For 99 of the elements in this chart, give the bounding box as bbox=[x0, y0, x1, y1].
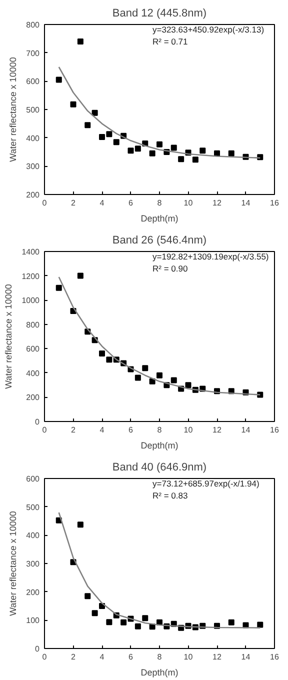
point bbox=[185, 382, 192, 388]
y-tick-label: 400 bbox=[26, 531, 40, 540]
y-tick-label: 400 bbox=[26, 134, 40, 143]
y-axis-title: Water reflectance x 10000 bbox=[4, 284, 14, 389]
y-tick-label: 100 bbox=[26, 616, 40, 626]
point bbox=[106, 619, 112, 626]
x-tick-label: 6 bbox=[128, 652, 134, 662]
chart-title: Band 26 (546.4nm) bbox=[112, 234, 207, 246]
point bbox=[77, 272, 84, 279]
x-axis-title: Depth(m) bbox=[140, 440, 178, 450]
x-tick-label: 14 bbox=[241, 198, 251, 208]
annotation: y=73.12+685.97exp(-x/1.94) bbox=[152, 478, 260, 488]
y-tick-label: 200 bbox=[26, 588, 40, 597]
x-tick-label: 12 bbox=[212, 198, 222, 208]
point bbox=[120, 619, 127, 626]
annotation: R² = 0.90 bbox=[152, 264, 188, 274]
point bbox=[228, 619, 234, 626]
x-tick-label: 14 bbox=[241, 652, 251, 662]
y-tick-label: 0 bbox=[35, 418, 40, 426]
x-tick-label: 12 bbox=[212, 652, 222, 662]
annotation: R² = 0.71 bbox=[152, 36, 188, 46]
x-tick-label: 2 bbox=[71, 652, 76, 662]
point bbox=[149, 150, 156, 156]
chart-title: Band 12 (445.8nm) bbox=[112, 8, 207, 20]
chart-title: Band 40 (646.9nm) bbox=[112, 462, 207, 474]
point bbox=[92, 610, 98, 616]
point bbox=[92, 110, 98, 116]
point bbox=[113, 139, 120, 146]
x-tick-label: 4 bbox=[100, 426, 105, 434]
point bbox=[170, 144, 177, 151]
y-tick-label: 300 bbox=[26, 560, 40, 568]
y-tick-label: 800 bbox=[26, 320, 40, 330]
x-tick-label: 8 bbox=[157, 652, 162, 662]
y-tick-label: 800 bbox=[26, 20, 40, 30]
annotation: y=192.82+1309.19exp(-x/3.55) bbox=[152, 252, 269, 262]
x-tick-label: 6 bbox=[128, 198, 134, 208]
point bbox=[77, 522, 84, 528]
point bbox=[56, 284, 62, 291]
point bbox=[142, 615, 148, 622]
y-axis-title: Water reflectance x 10000 bbox=[8, 57, 18, 162]
y-tick-label: 600 bbox=[26, 77, 40, 86]
annotation: R² = 0.83 bbox=[152, 490, 188, 500]
y-tick-label: 200 bbox=[26, 190, 40, 200]
x-tick-label: 10 bbox=[184, 198, 194, 208]
x-tick-label: 2 bbox=[71, 426, 76, 434]
point bbox=[178, 156, 184, 162]
x-tick-label: 10 bbox=[184, 426, 194, 434]
point bbox=[192, 156, 198, 163]
y-tick-label: 300 bbox=[26, 162, 40, 172]
y-tick-label: 1000 bbox=[22, 296, 40, 306]
x-tick-label: 0 bbox=[42, 198, 48, 208]
point bbox=[156, 372, 162, 378]
x-axis-title: Depth(m) bbox=[140, 214, 178, 224]
y-tick-label: 400 bbox=[26, 368, 40, 378]
x-tick-label: 0 bbox=[42, 426, 48, 434]
point bbox=[106, 356, 112, 363]
point bbox=[257, 622, 264, 628]
x-tick-label: 16 bbox=[270, 652, 280, 662]
point bbox=[156, 141, 162, 148]
x-tick-label: 12 bbox=[212, 426, 222, 434]
point bbox=[84, 122, 91, 128]
x-tick-label: 8 bbox=[157, 198, 162, 208]
point bbox=[142, 365, 148, 372]
point bbox=[77, 38, 84, 44]
point bbox=[70, 101, 76, 108]
point bbox=[99, 134, 105, 140]
point bbox=[134, 374, 141, 381]
point bbox=[134, 623, 141, 630]
x-tick-label: 8 bbox=[157, 426, 162, 434]
x-tick-label: 16 bbox=[270, 198, 280, 208]
x-tick-label: 2 bbox=[71, 198, 76, 208]
y-tick-label: 0 bbox=[35, 644, 40, 654]
x-tick-label: 4 bbox=[100, 652, 105, 662]
x-tick-label: 0 bbox=[42, 652, 48, 662]
y-tick-label: 500 bbox=[26, 106, 40, 114]
y-tick-label: 200 bbox=[26, 393, 40, 402]
point bbox=[228, 150, 234, 156]
y-tick-label: 500 bbox=[26, 502, 40, 512]
y-axis-title: Water reflectance x 10000 bbox=[8, 511, 18, 616]
y-tick-label: 600 bbox=[26, 474, 40, 484]
x-axis-title: Depth(m) bbox=[140, 668, 178, 678]
point bbox=[134, 146, 141, 152]
x-tick-label: 14 bbox=[241, 426, 251, 434]
y-tick-label: 1400 bbox=[22, 248, 40, 256]
y-tick-label: 600 bbox=[26, 344, 40, 354]
point bbox=[106, 131, 112, 138]
x-tick-label: 10 bbox=[184, 652, 194, 662]
annotation: y=323.63+450.92exp(-x/3.13) bbox=[152, 24, 264, 34]
x-tick-label: 4 bbox=[100, 198, 105, 208]
point bbox=[56, 76, 62, 83]
y-tick-label: 700 bbox=[26, 48, 40, 58]
point bbox=[99, 350, 105, 356]
point bbox=[84, 593, 91, 600]
x-tick-label: 16 bbox=[270, 426, 280, 434]
x-tick-label: 6 bbox=[128, 426, 134, 434]
point bbox=[200, 148, 206, 154]
point bbox=[170, 377, 177, 384]
point bbox=[128, 148, 134, 154]
y-tick-label: 1200 bbox=[22, 272, 40, 281]
